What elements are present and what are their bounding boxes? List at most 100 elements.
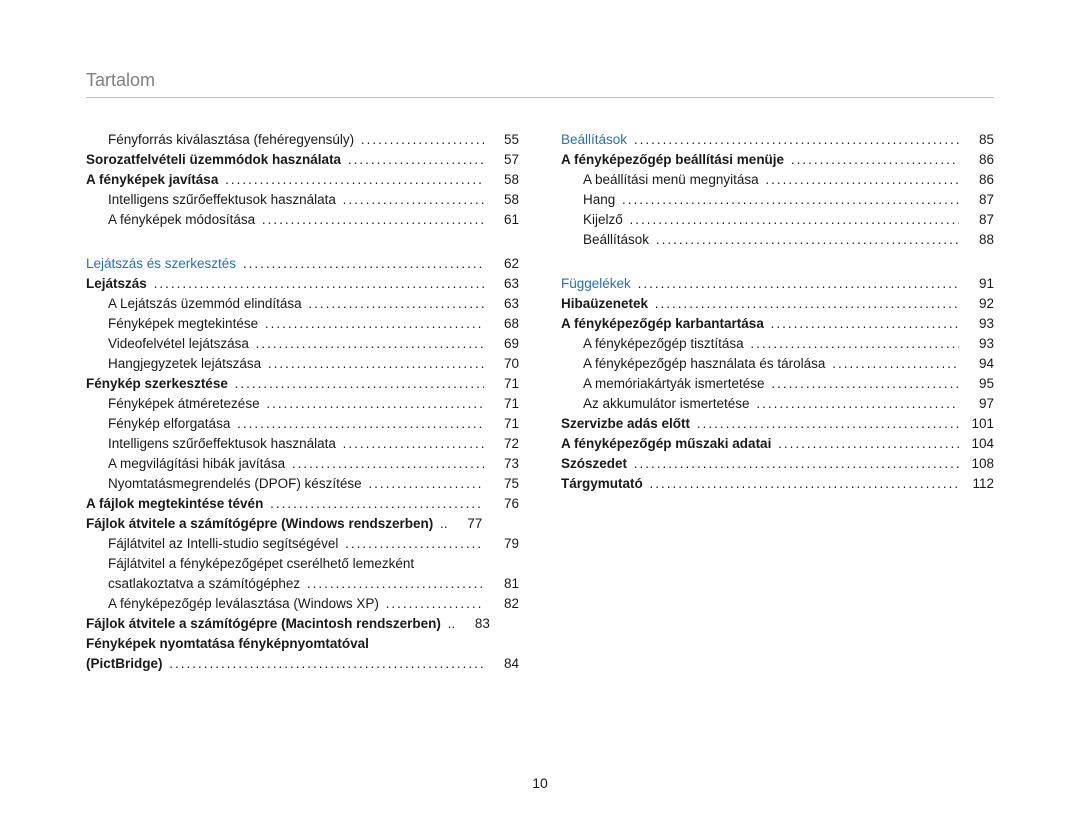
toc-entry[interactable]: A fényképezőgép tisztítása 93 (561, 334, 994, 354)
toc-entry[interactable]: A Lejátszás üzemmód elindítása 63 (86, 294, 519, 314)
toc-leader-dots (243, 254, 484, 274)
toc-label: Lejátszás (86, 274, 147, 294)
toc-label: Sorozatfelvételi üzemmódok használata (86, 150, 341, 170)
toc-entry[interactable]: A fényképezőgép műszaki adatai 104 (561, 434, 994, 454)
toc-leader-dots (655, 294, 959, 314)
toc-entry[interactable]: A fényképek javítása 58 (86, 170, 519, 190)
toc-entry[interactable]: Szószedet 108 (561, 454, 994, 474)
toc-label: Fénykép elforgatása (108, 414, 230, 434)
toc-label: Fényképek nyomtatása fényképnyomtatóval (86, 634, 369, 654)
toc-columns: Fényforrás kiválasztása (fehéregyensúly)… (86, 130, 994, 674)
toc-entry[interactable]: Fájlátvitel az Intelli-studio segítségév… (86, 534, 519, 554)
toc-page-number: 79 (491, 534, 519, 554)
toc-entry[interactable]: A fényképezőgép beállítási menüje 86 (561, 150, 994, 170)
toc-entry[interactable]: Fénykép elforgatása 71 (86, 414, 519, 434)
toc-leader-dots (225, 170, 484, 190)
toc-label: A fényképezőgép tisztítása (583, 334, 744, 354)
toc-entry[interactable]: Fájlátvitel a fényképezőgépet cserélhető… (86, 554, 519, 574)
toc-entry[interactable]: Fájlok átvitele a számítógépre (Windows … (86, 514, 519, 534)
toc-leader-dots (771, 374, 959, 394)
toc-entry[interactable]: (PictBridge) 84 (86, 654, 519, 674)
toc-leader-dots (656, 230, 959, 250)
toc-entry[interactable]: A megvilágítási hibák javítása 73 (86, 454, 519, 474)
toc-page-number: 71 (491, 414, 519, 434)
toc-leader-dots (265, 314, 484, 334)
toc-entry[interactable]: Hibaüzenetek 92 (561, 294, 994, 314)
toc-entry[interactable]: A fényképek módosítása 61 (86, 210, 519, 230)
toc-page-number: 63 (491, 274, 519, 294)
toc-leader-dots (262, 210, 484, 230)
toc-entry[interactable]: csatlakoztatva a számítógéphez 81 (86, 574, 519, 594)
toc-page-number: 86 (966, 150, 994, 170)
toc-label: Az akkumulátor ismertetése (583, 394, 750, 414)
toc-page-number: 85 (966, 130, 994, 150)
toc-entry[interactable]: Hang 87 (561, 190, 994, 210)
toc-entry[interactable]: Fényképek átméretezése 71 (86, 394, 519, 414)
toc-section-link[interactable]: Beállítások 85 (561, 130, 994, 150)
toc-section-link[interactable]: Lejátszás és szerkesztés 62 (86, 254, 519, 274)
toc-page-number: 55 (491, 130, 519, 150)
toc-entry[interactable]: Az akkumulátor ismertetése 97 (561, 394, 994, 414)
toc-page-number: 71 (491, 374, 519, 394)
toc-page-number: 75 (491, 474, 519, 494)
toc-page-number: 69 (491, 334, 519, 354)
section-gap (86, 230, 519, 254)
toc-entry[interactable]: Fájlok átvitele a számítógépre (Macintos… (86, 614, 519, 634)
toc-entry[interactable]: Sorozatfelvételi üzemmódok használata 57 (86, 150, 519, 170)
title-rule (86, 97, 994, 98)
toc-entry[interactable]: Fénykép szerkesztése 71 (86, 374, 519, 394)
toc-label: A memóriakártyák ismertetése (583, 374, 765, 394)
toc-page-number: 62 (491, 254, 519, 274)
toc-page-number: 82 (491, 594, 519, 614)
toc-entry[interactable]: Intelligens szűrőeffektusok használata 7… (86, 434, 519, 454)
toc-page-number: 92 (966, 294, 994, 314)
toc-label: Fényképek átméretezése (108, 394, 260, 414)
toc-label: Fénykép szerkesztése (86, 374, 228, 394)
toc-label: A fényképezőgép használata és tárolása (583, 354, 825, 374)
toc-page-number: 57 (491, 150, 519, 170)
toc-page-number: 95 (966, 374, 994, 394)
toc-entry[interactable]: A beállítási menü megnyitása 86 (561, 170, 994, 190)
toc-entry[interactable]: A fényképezőgép karbantartása 93 (561, 314, 994, 334)
toc-entry[interactable]: Fényképek nyomtatása fényképnyomtatóval (86, 634, 519, 654)
toc-leader-dots (307, 574, 484, 594)
toc-page-number: 86 (966, 170, 994, 190)
toc-entry[interactable]: Kijelző 87 (561, 210, 994, 230)
toc-entry[interactable]: Szervizbe adás előtt 101 (561, 414, 994, 434)
toc-leader-dots (368, 474, 484, 494)
toc-entry[interactable]: Nyomtatásmegrendelés (DPOF) készítése 75 (86, 474, 519, 494)
toc-label: A fényképezőgép leválasztása (Windows XP… (108, 594, 379, 614)
toc-leader-dots (348, 150, 484, 170)
toc-entry[interactable]: Lejátszás 63 (86, 274, 519, 294)
toc-entry[interactable]: Beállítások 88 (561, 230, 994, 250)
toc-label: Fényképek megtekintése (108, 314, 258, 334)
toc-label: A fényképezőgép műszaki adatai (561, 434, 771, 454)
toc-entry[interactable]: Fényforrás kiválasztása (fehéregyensúly)… (86, 130, 519, 150)
toc-page-number: 97 (966, 394, 994, 414)
toc-page-number: 81 (491, 574, 519, 594)
toc-page-number: 84 (491, 654, 519, 674)
toc-entry[interactable]: A fájlok megtekintése tévén 76 (86, 494, 519, 514)
toc-entry[interactable]: A fényképezőgép használata és tárolása 9… (561, 354, 994, 374)
toc-label: Fájlátvitel a fényképezőgépet cserélhető… (108, 554, 414, 574)
toc-leader-dots (771, 314, 960, 334)
toc-entry[interactable]: A memóriakártyák ismertetése 95 (561, 374, 994, 394)
toc-entry[interactable]: Videofelvétel lejátszása 69 (86, 334, 519, 354)
toc-leader-dots (750, 334, 959, 354)
page-number: 10 (0, 775, 1080, 791)
toc-leader-dots (622, 190, 959, 210)
toc-label: Lejátszás és szerkesztés (86, 254, 236, 274)
toc-entry[interactable]: Intelligens szűrőeffektusok használata 5… (86, 190, 519, 210)
toc-page-number: 58 (491, 170, 519, 190)
toc-label: Szószedet (561, 454, 627, 474)
toc-entry[interactable]: Tárgymutató 112 (561, 474, 994, 494)
toc-entry[interactable]: A fényképezőgép leválasztása (Windows XP… (86, 594, 519, 614)
toc-label: Szervizbe adás előtt (561, 414, 690, 434)
toc-section-link[interactable]: Függelékek 91 (561, 274, 994, 294)
toc-leader-dots (169, 654, 484, 674)
toc-entry[interactable]: Fényképek megtekintése 68 (86, 314, 519, 334)
toc-entry[interactable]: Hangjegyzetek lejátszása 70 (86, 354, 519, 374)
toc-page-number: 58 (491, 190, 519, 210)
toc-leader-dots (266, 394, 484, 414)
toc-leader-dots (237, 414, 484, 434)
